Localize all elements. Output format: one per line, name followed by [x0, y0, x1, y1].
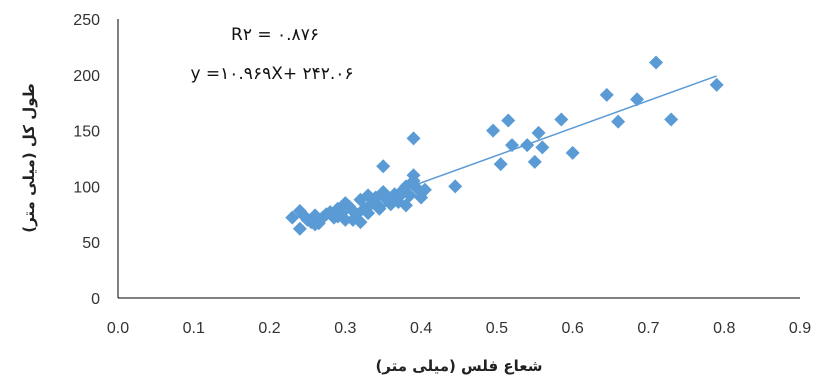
data-point	[611, 114, 626, 129]
data-point	[398, 198, 413, 213]
y-tick-label: 100	[73, 179, 100, 196]
data-point	[535, 140, 550, 155]
data-point	[406, 168, 421, 183]
data-point	[531, 125, 546, 140]
trendline	[367, 75, 717, 203]
data-point	[417, 182, 432, 197]
axes	[117, 19, 800, 299]
data-point	[630, 92, 645, 107]
data-point	[554, 112, 569, 127]
x-tick-label: 0.5	[486, 320, 508, 337]
r-squared-annotation: R۲ = ۰.۸۷۶	[231, 25, 319, 45]
x-tick-label: 0.9	[789, 320, 811, 337]
data-point	[353, 215, 368, 230]
trendline-group	[367, 75, 717, 203]
data-point	[448, 179, 463, 194]
data-point	[501, 113, 516, 128]
y-tick-labels: 0 50 100 150 200 250	[73, 12, 100, 308]
data-point	[505, 138, 520, 153]
data-point	[308, 217, 323, 232]
x-tick-label: 0.2	[258, 320, 280, 337]
x-tick-label: 0.4	[410, 320, 432, 337]
x-tick-label: 0.1	[183, 320, 205, 337]
x-tick-label: 0.6	[562, 320, 584, 337]
x-tick-label: 0.8	[713, 320, 735, 337]
x-tick-label: 0.7	[637, 320, 659, 337]
data-point	[376, 159, 391, 174]
y-tick-label: 200	[73, 68, 100, 85]
data-point	[599, 87, 614, 102]
data-point	[486, 123, 501, 138]
data-point	[664, 112, 679, 127]
data-point	[338, 212, 353, 227]
x-tick-label: 0.0	[107, 320, 129, 337]
equation-annotation: y =۱۰.۹۶۹X+ ۲۴۲.۰۶	[190, 64, 353, 84]
data-points	[285, 55, 724, 236]
data-point	[493, 157, 508, 172]
data-point	[292, 221, 307, 236]
x-tick-labels: 0.0 0.1 0.2 0.3 0.4 0.5 0.6 0.7 0.8 0.9	[107, 320, 811, 337]
data-point	[709, 77, 724, 92]
data-point	[649, 55, 664, 70]
data-point	[372, 201, 387, 216]
y-tick-label: 50	[82, 235, 100, 252]
x-axis-title: شعاع فلس (میلی متر)	[375, 357, 542, 375]
y-axis-title: طول کل (میلی متر)	[20, 83, 38, 233]
y-tick-label: 250	[73, 12, 100, 29]
data-point	[406, 131, 421, 146]
x-tick-label: 0.3	[334, 320, 356, 337]
data-point	[565, 145, 580, 160]
data-point	[285, 210, 300, 225]
y-tick-label: 150	[73, 124, 100, 141]
data-point	[527, 154, 542, 169]
data-point	[361, 206, 376, 221]
y-tick-label: 0	[91, 291, 100, 308]
data-point	[520, 138, 535, 153]
data-point	[345, 203, 360, 218]
